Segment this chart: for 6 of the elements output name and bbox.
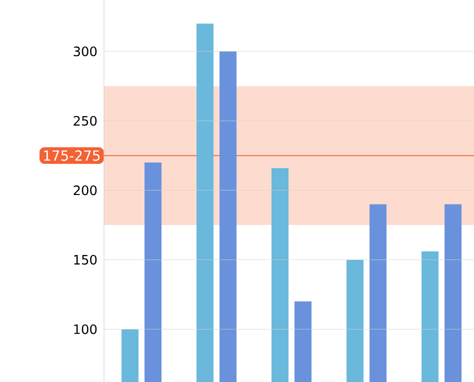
y-tick-label: 200 (74, 185, 97, 196)
y-tick-label: 100 (74, 324, 97, 334)
y-tick-label: 300 (74, 46, 97, 56)
band-label: 175-275 (44, 150, 100, 161)
y-tick-label: 150 (74, 254, 97, 265)
y-tick-label: 250 (74, 116, 97, 126)
